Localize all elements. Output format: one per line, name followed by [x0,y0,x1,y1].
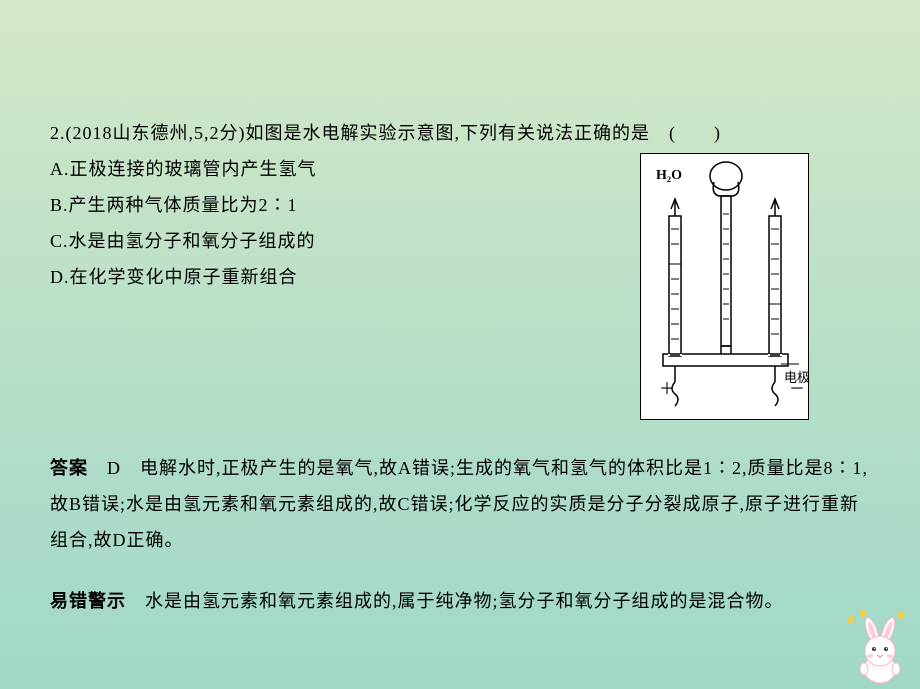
warning-section: 易错警示 水是由氢元素和氧元素组成的,属于纯净物;氢分子和氧分子组成的是混合物。 [50,583,870,619]
bunny-icon [840,609,915,684]
page-content: 2.(2018山东德州,5,2分)如图是水电解实验示意图,下列有关说法正确的是 … [0,0,920,619]
bunny-decoration [840,609,915,684]
warning-label: 易错警示 [50,591,126,611]
electrolysis-diagram: H₂O 电极 ＋ － [640,153,809,420]
warning-text: 水是由氢元素和氧元素组成的,属于纯净物;氢分子和氧分子组成的是混合物。 [145,591,784,611]
answer-section: 答案 D 电解水时,正极产生的是氧气,故A错误;生成的氧气和氢气的体积比是1∶2… [50,450,870,558]
option-c: C.水是由氢分子和氧分子组成的 [50,223,640,259]
diagram-pos-label: ＋ [659,381,675,398]
answer-choice: D [107,458,121,478]
diagram-svg: H₂O 电极 ＋ － [641,154,810,421]
options-block: A.正极连接的玻璃管内产生氢气 B.产生两种气体质量比为2∶1 C.水是由氢分子… [50,151,640,295]
option-d: D.在化学变化中原子重新组合 [50,259,640,295]
diagram-h2o-label: H₂O [656,168,682,183]
option-b: B.产生两种气体质量比为2∶1 [50,187,640,223]
question-number: 2.(2018山东德州,5,2分) [50,123,246,143]
answer-label: 答案 [50,458,88,478]
option-a: A.正极连接的玻璃管内产生氢气 [50,151,640,187]
question-stem: 2.(2018山东德州,5,2分)如图是水电解实验示意图,下列有关说法正确的是 … [50,115,870,151]
answer-explanation: 电解水时,正极产生的是氧气,故A错误;生成的氧气和氢气的体积比是1∶2,质量比是… [50,458,868,550]
diagram-neg-label: － [789,381,805,398]
question-text: 如图是水电解实验示意图,下列有关说法正确的是 ( ) [246,123,722,143]
